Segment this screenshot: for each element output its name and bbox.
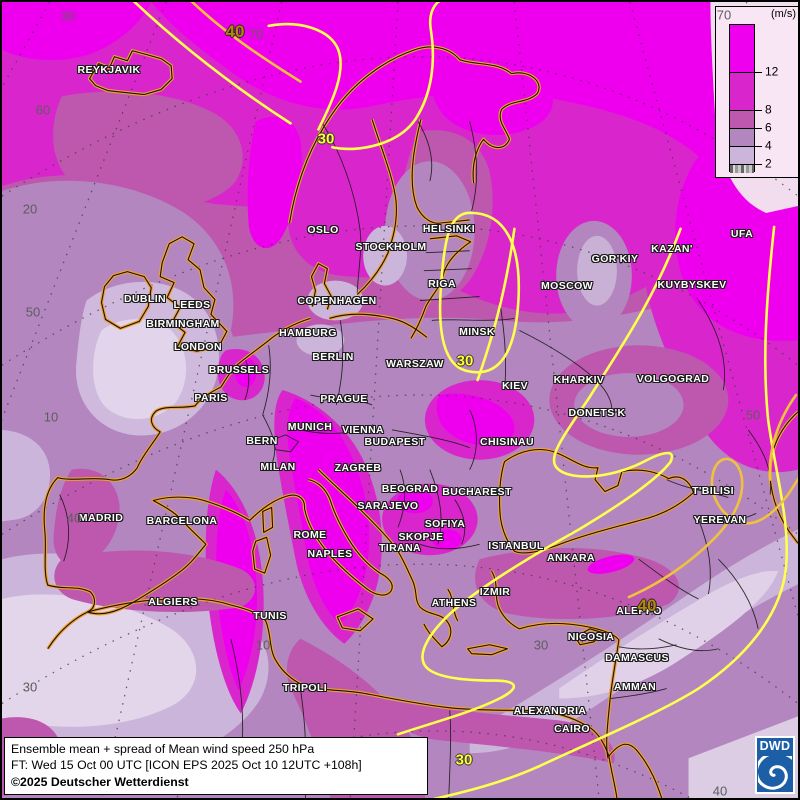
wind-speed-legend: (m/s) 12 8 6 4 2: [715, 6, 798, 178]
coast-line: [289, 46, 540, 223]
coast-line: [87, 598, 610, 757]
coast-line: [491, 570, 520, 630]
coast-line: [249, 479, 393, 596]
legend-tick: [755, 146, 762, 147]
coast-line: [356, 119, 397, 295]
legend-tick-label: 12: [765, 64, 779, 79]
coast-line: [318, 469, 413, 580]
legend-segment: [730, 25, 754, 73]
coast-line: [262, 506, 274, 533]
legend-tick: [755, 72, 762, 73]
legend-segment: [730, 129, 754, 147]
dwd-logo-text: DWD: [759, 739, 791, 753]
legend-tick-label: 4: [765, 138, 772, 153]
legend-tick-label: 2: [765, 156, 772, 171]
coast-line: [411, 119, 470, 224]
coast-line: [411, 578, 452, 648]
coast-line: [89, 50, 173, 96]
coast-line: [574, 628, 604, 646]
dwd-logo: DWD: [755, 736, 795, 794]
legend-segment: [730, 73, 754, 111]
coast-line: [336, 608, 374, 632]
coast-line: [608, 756, 618, 798]
dwd-spiral-icon: [758, 756, 792, 790]
legend-segment: [730, 147, 754, 165]
coast-line: [252, 536, 272, 574]
legend-tick: [755, 110, 762, 111]
legend-segment: [730, 165, 754, 173]
coast-line: [467, 644, 509, 656]
coast-line: [447, 588, 459, 622]
coast-line: [47, 611, 88, 650]
legend-tick: [755, 164, 762, 165]
copyright: ©2025 Deutscher Wetterdienst: [11, 774, 189, 789]
coast-line: [329, 313, 428, 338]
legend-tick-label: 8: [765, 102, 772, 117]
legend-unit: (m/s): [770, 8, 796, 20]
product-title: Ensemble mean + spread of Mean wind spee…: [11, 741, 315, 756]
coastline-layer: [42, 45, 798, 798]
coast-line: [100, 271, 152, 329]
coast-line: [109, 317, 311, 481]
product-info-box: Ensemble mean + spread of Mean wind spee…: [4, 736, 428, 795]
contour-layer: [132, 2, 798, 798]
coast-line: [159, 236, 228, 352]
coast-line: [310, 263, 332, 310]
legend-color-bar: [729, 24, 755, 173]
coast-line: [43, 477, 251, 615]
legend-tick-label: 6: [765, 120, 772, 135]
forecast-time: FT: Wed 15 Oct 00 UTC [ICON EPS 2025 Oct…: [11, 758, 362, 772]
coast-line: [499, 449, 695, 554]
legend-tick: [755, 128, 762, 129]
legend-segment: [730, 111, 754, 129]
coast-line: [608, 743, 663, 798]
coast-line: [519, 622, 620, 759]
dwd-logo-box: DWD: [757, 738, 793, 792]
